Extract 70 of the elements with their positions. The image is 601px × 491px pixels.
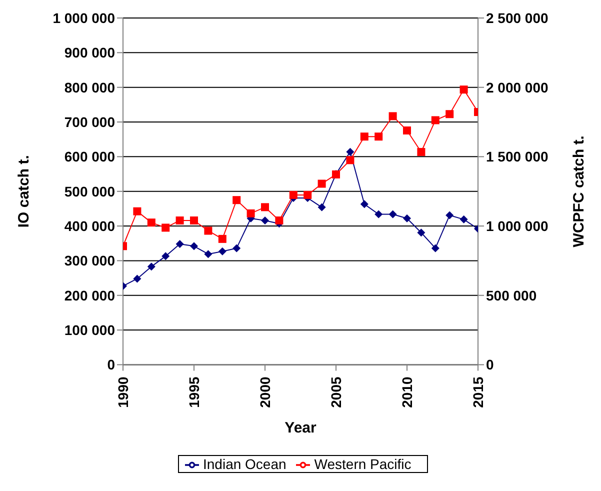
point xyxy=(374,210,383,218)
x-tick-label: 1995 xyxy=(186,376,202,408)
point xyxy=(162,224,170,232)
y-tick-label: 700 000 xyxy=(64,114,116,130)
point xyxy=(232,244,241,252)
y2-axis-title: WCPFC catch t. xyxy=(570,136,588,248)
point xyxy=(176,216,184,224)
point xyxy=(218,247,226,256)
point xyxy=(232,196,241,204)
point xyxy=(318,180,326,188)
point xyxy=(190,216,198,224)
legend-label: Indian Ocean xyxy=(203,456,286,472)
point xyxy=(218,234,226,243)
point xyxy=(261,216,269,224)
y-tick-label: 600 000 xyxy=(64,148,116,165)
point xyxy=(346,148,354,156)
point xyxy=(403,126,411,134)
point xyxy=(417,228,426,237)
point xyxy=(304,190,312,199)
point xyxy=(190,242,198,250)
x-tick-label: 2015 xyxy=(470,376,486,408)
point xyxy=(176,240,184,248)
point xyxy=(133,274,142,283)
y-tick-label: 900 000 xyxy=(64,44,116,61)
y-tick-label: 400 000 xyxy=(64,218,116,234)
x-axis-title: Year xyxy=(284,420,317,437)
x-tick-label: 1990 xyxy=(115,376,131,408)
point xyxy=(374,132,383,141)
point xyxy=(261,203,269,212)
point xyxy=(360,200,368,208)
point xyxy=(204,250,212,258)
point xyxy=(460,215,468,224)
point xyxy=(417,148,426,156)
point xyxy=(346,156,354,164)
y-tick-label: 200 000 xyxy=(64,287,116,304)
point xyxy=(275,216,284,224)
y-tick-label: 100 000 xyxy=(64,322,116,338)
point xyxy=(147,262,156,271)
y-tick-label: 800 000 xyxy=(64,79,116,96)
y-axis-title: IO catch t. xyxy=(15,155,32,228)
point xyxy=(388,112,397,120)
point xyxy=(460,86,468,94)
x-tick-label: 2010 xyxy=(399,376,415,408)
legend-label: Western Pacific xyxy=(314,456,412,472)
point xyxy=(289,190,298,199)
point xyxy=(246,209,255,218)
y2-tick-label: 1 500 000 xyxy=(486,148,548,165)
x-tick-label: 2005 xyxy=(328,376,344,408)
y-tick-label: 300 000 xyxy=(64,252,116,269)
y2-tick-label: 500 000 xyxy=(486,287,537,304)
y2-tick-label: 2 000 000 xyxy=(486,79,548,96)
point xyxy=(446,211,454,220)
point xyxy=(318,203,326,212)
point xyxy=(147,218,156,227)
y-tick-label: 1 000 000 xyxy=(52,10,116,26)
y-tick-label: 500 000 xyxy=(64,183,116,200)
y-tick-label: 0 xyxy=(107,356,116,373)
point xyxy=(431,244,440,252)
point xyxy=(162,252,170,260)
y2-tick-label: 0 xyxy=(486,356,494,373)
point xyxy=(403,214,411,222)
y2-tick-label: 2 500 000 xyxy=(486,10,548,26)
point xyxy=(446,110,454,118)
point xyxy=(388,210,397,218)
point xyxy=(133,207,142,216)
x-tick-label: 2000 xyxy=(257,376,273,408)
point xyxy=(204,226,212,235)
point xyxy=(360,132,368,141)
point xyxy=(431,116,440,124)
y2-tick-label: 1 000 000 xyxy=(486,218,548,234)
